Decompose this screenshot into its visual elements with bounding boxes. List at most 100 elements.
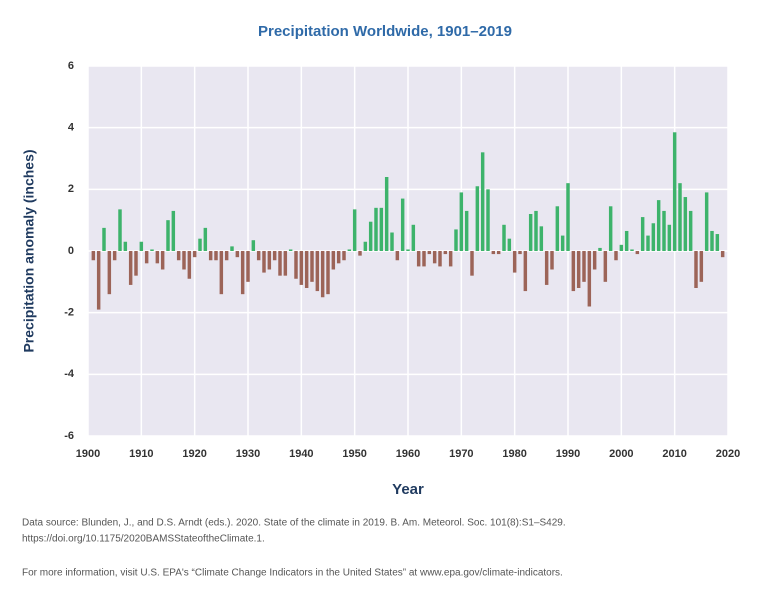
bar (96, 251, 101, 310)
bar (155, 251, 160, 264)
bar (512, 251, 517, 273)
bar (235, 251, 240, 258)
bar (379, 207, 384, 251)
bar (262, 251, 266, 273)
bar (395, 251, 400, 261)
bar (336, 251, 341, 264)
bar (688, 210, 693, 251)
source-text: https://doi.org/10.1175/2020BAMSStateoft… (22, 534, 265, 545)
bar (454, 229, 458, 251)
bar (144, 251, 149, 264)
bar (443, 251, 448, 255)
bar (288, 249, 293, 251)
bar (240, 251, 245, 295)
bar (91, 251, 96, 261)
bar (267, 251, 272, 270)
bar (102, 227, 106, 251)
bar (171, 210, 176, 251)
bar (566, 183, 570, 251)
x-tick-label: 1930 (236, 448, 260, 460)
bar (416, 251, 421, 267)
bar (139, 241, 144, 251)
bar (459, 192, 464, 251)
bar (230, 246, 234, 251)
bar (486, 189, 490, 251)
bar (699, 251, 704, 282)
bar (118, 209, 122, 251)
y-axis-label: Precipitation anomaly (inches) (21, 149, 37, 352)
x-tick-label: 1910 (129, 448, 153, 460)
source-text: Data source: Blunden, J., and D.S. Arndt… (22, 518, 566, 529)
bar (278, 251, 282, 276)
bar (678, 183, 682, 251)
y-tick-label: 4 (68, 122, 75, 134)
bar (672, 132, 677, 251)
bar (198, 238, 202, 251)
bar (176, 251, 181, 261)
bar (619, 244, 624, 251)
bar (331, 251, 336, 270)
bar (411, 224, 416, 251)
bar (315, 251, 320, 292)
bar (635, 251, 640, 255)
bar (651, 223, 656, 251)
bar (534, 210, 538, 251)
bar (384, 177, 389, 251)
bar (182, 251, 186, 270)
bar (592, 251, 597, 270)
bar (219, 251, 224, 295)
bar (646, 235, 650, 251)
bar (656, 200, 661, 251)
bar (720, 251, 725, 258)
x-tick-label: 2020 (716, 448, 740, 460)
bar (502, 224, 506, 251)
bar (246, 251, 250, 282)
bar (715, 234, 720, 251)
bar (214, 251, 218, 261)
bar (550, 251, 554, 270)
bar (448, 251, 453, 267)
bar (166, 220, 170, 251)
x-tick-label: 1960 (396, 448, 420, 460)
bar (192, 251, 197, 258)
note-text: For more information, visit U.S. EPA's “… (22, 568, 563, 579)
bar (320, 251, 325, 298)
bar (390, 232, 394, 251)
bar (704, 192, 709, 251)
bar (464, 210, 469, 251)
bar (480, 152, 485, 251)
bar (358, 251, 362, 256)
bar (304, 251, 309, 288)
x-tick-label: 2000 (609, 448, 633, 460)
bar (582, 251, 586, 282)
bar (544, 251, 549, 285)
bar (363, 241, 368, 251)
bar (374, 207, 378, 251)
bar (203, 227, 208, 251)
bar (523, 251, 528, 292)
bar (272, 251, 277, 261)
bar (134, 251, 138, 276)
bar (347, 249, 352, 251)
x-tick-label: 1950 (342, 448, 366, 460)
x-tick-label: 1900 (76, 448, 100, 460)
x-tick-label: 1920 (182, 448, 206, 460)
bar (427, 251, 432, 255)
bar (624, 230, 629, 251)
y-tick-label: -2 (64, 307, 74, 319)
bar (667, 224, 672, 251)
bar (630, 249, 634, 251)
bar (576, 251, 581, 288)
x-axis-label: Year (392, 481, 424, 498)
x-tick-label: 2010 (662, 448, 686, 460)
x-tick-label: 1980 (502, 448, 526, 460)
bar (683, 197, 688, 251)
bar (368, 221, 373, 251)
bar (352, 209, 357, 251)
bar (406, 249, 410, 251)
bar (608, 206, 613, 251)
x-tick-label: 1970 (449, 448, 473, 460)
bar (283, 251, 288, 276)
bar (603, 251, 608, 282)
